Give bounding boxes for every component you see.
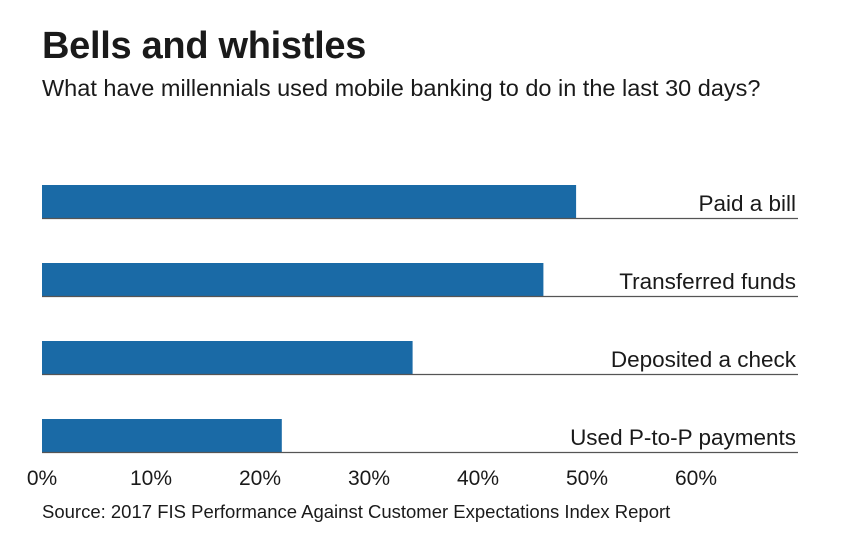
x-tick-label: 60% [675,467,717,490]
category-label: Deposited a check [611,347,797,372]
x-tick-label: 0% [27,467,57,490]
bar-deposited-a-check [42,341,413,374]
bar-paid-a-bill [42,185,577,218]
chart-subtitle: What have millennials used mobile bankin… [42,75,761,101]
x-tick-label: 40% [457,467,499,490]
x-tick-label: 30% [348,467,390,490]
category-label: Paid a bill [698,191,796,216]
chart-title: Bells and whistles [42,25,367,67]
category-label: Transferred funds [619,269,796,294]
bar-used-p-to-p-payments [42,419,282,452]
bar-transferred-funds [42,263,544,296]
source-note: Source: 2017 FIS Performance Against Cus… [42,501,671,522]
category-label: Used P-to-P payments [570,425,796,450]
x-tick-label: 20% [239,467,281,490]
x-tick-label: 50% [566,467,608,490]
x-tick-label: 10% [130,467,172,490]
